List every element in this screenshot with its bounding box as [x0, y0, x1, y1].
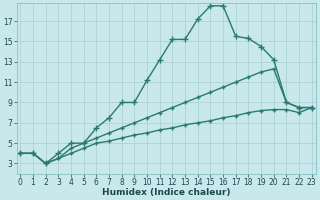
X-axis label: Humidex (Indice chaleur): Humidex (Indice chaleur) — [102, 188, 230, 197]
